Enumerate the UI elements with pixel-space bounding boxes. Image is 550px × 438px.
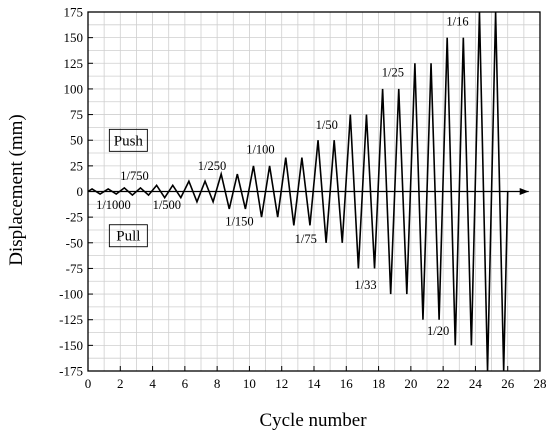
region-label-pull: Pull [116, 229, 140, 245]
y-tick-label: 25 [70, 158, 83, 173]
x-tick-label: 2 [117, 376, 124, 391]
y-tick-label: -50 [66, 235, 83, 250]
drift-ratio-label: 1/150 [225, 214, 253, 228]
x-tick-label: 26 [501, 376, 515, 391]
region-label-push: Push [114, 133, 144, 149]
region-label-box [108, 128, 148, 152]
y-axis-title: Displacement (mm) [6, 114, 27, 265]
drift-ratio-label: 1/500 [153, 198, 181, 212]
y-tick-label: 125 [64, 56, 84, 71]
y-tick-label: 50 [70, 133, 83, 148]
zero-axis-arrow [519, 188, 529, 195]
drift-ratio-label: 1/33 [354, 278, 376, 292]
x-tick-label: 24 [469, 376, 483, 391]
drift-ratio-label: 1/20 [427, 324, 449, 338]
x-tick-label: 6 [182, 376, 189, 391]
y-tick-label: -100 [59, 287, 83, 302]
drift-ratio-label: 1/75 [295, 232, 317, 246]
x-tick-label: 8 [214, 376, 221, 391]
x-axis-title: Cycle number [259, 410, 367, 431]
drift-ratio-label: 1/100 [246, 143, 274, 157]
axes [87, 11, 541, 372]
x-tick-label: 22 [437, 376, 450, 391]
y-tick-label: -25 [66, 210, 83, 225]
x-tick-label: 0 [85, 376, 92, 391]
region-label-box [108, 224, 148, 248]
x-tick-label: 10 [243, 376, 256, 391]
x-tick-label: 12 [275, 376, 288, 391]
y-tick-label: 150 [64, 30, 84, 45]
x-tick-label: 20 [404, 376, 417, 391]
drift-ratio-label: 1/25 [382, 66, 404, 80]
y-tick-label: 0 [77, 184, 84, 199]
y-tick-label: -75 [66, 261, 83, 276]
x-tick-label: 18 [372, 376, 385, 391]
drift-ratio-label: 1/250 [198, 159, 226, 173]
y-tick-label: -150 [59, 338, 83, 353]
y-tick-label: 175 [64, 5, 84, 20]
tick-labels: 0 2 4 6 8 10 12 14 16 18 20 22 24 26 28175150125100755… [59, 5, 546, 392]
x-tick-label: 16 [340, 376, 354, 391]
x-tick-label: 4 [149, 376, 156, 391]
y-tick-label: 100 [64, 81, 84, 96]
drift-ratio-label: 1/1000 [96, 198, 131, 212]
drift-ratio-label: 1/750 [120, 169, 148, 183]
drift-ratio-label: 1/50 [316, 118, 338, 132]
x-tick-label: 14 [308, 376, 322, 391]
y-tick-label: -175 [59, 364, 83, 379]
drift-ratio-label: 1/16 [446, 14, 468, 28]
x-tick-label: 28 [534, 376, 547, 391]
y-tick-label: -125 [59, 312, 83, 327]
annotations: 1/1000 1/750 1/500 1/250 1/150 1/100 1/75 1/50 1… [96, 14, 469, 338]
y-tick-label: 75 [70, 107, 83, 122]
